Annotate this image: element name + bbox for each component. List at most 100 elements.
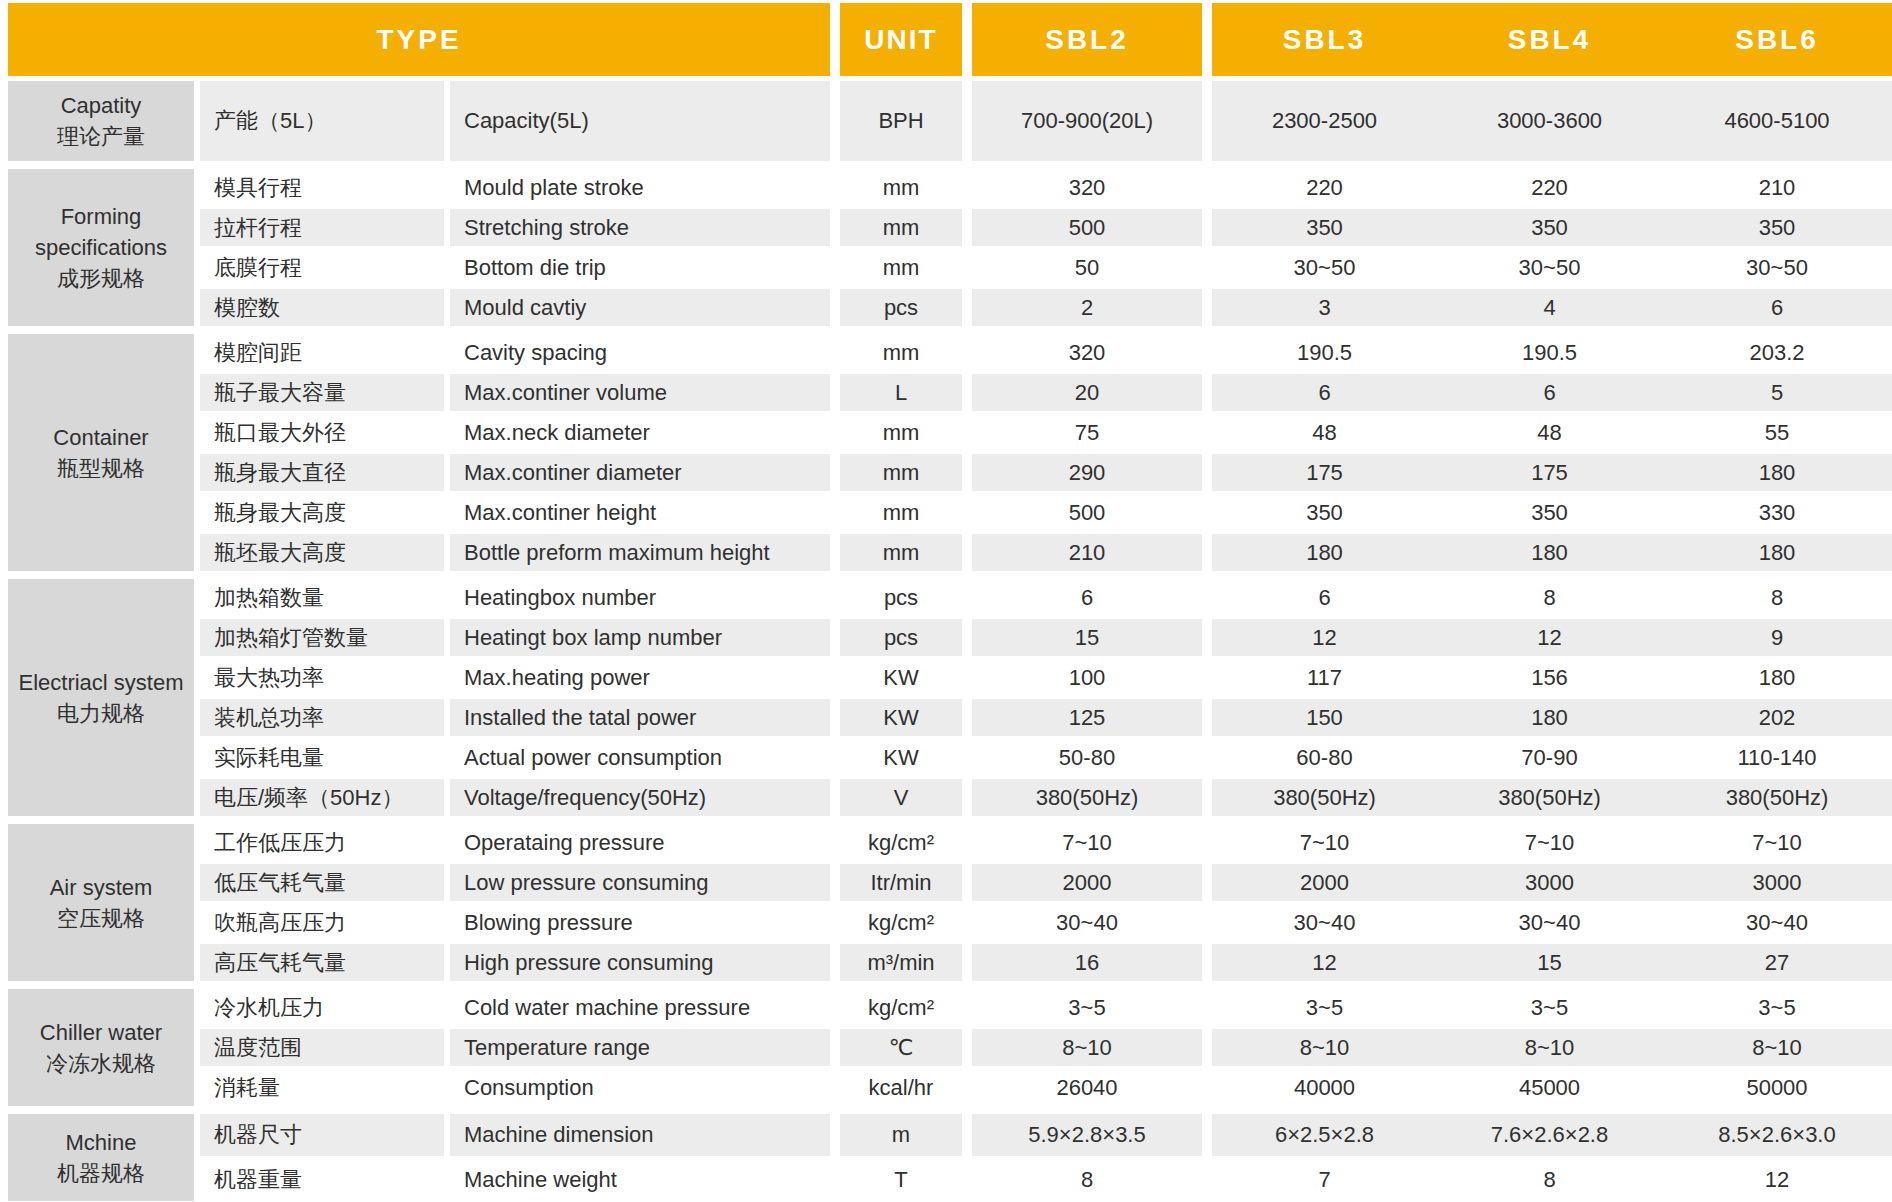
group-label: Electriacl system电力规格 bbox=[8, 579, 194, 816]
row-label-zh: 瓶子最大容量 bbox=[200, 374, 444, 411]
row-value: 190.5 bbox=[1212, 334, 1437, 371]
row-label-en: Blowing pressure bbox=[450, 904, 830, 941]
row-unit: mm bbox=[840, 494, 962, 531]
unit-header: UNIT bbox=[840, 3, 962, 76]
row-unit: mm bbox=[840, 414, 962, 451]
section-electrical: Electriacl system电力规格加热箱数量Heatingbox num… bbox=[0, 579, 1892, 816]
group-label: Forming specifications成形规格 bbox=[8, 169, 194, 326]
row-value: 2 bbox=[972, 289, 1202, 326]
row-label-en: Machine dimension bbox=[450, 1114, 830, 1156]
row-unit: m³/min bbox=[840, 944, 962, 981]
row-value: 320 bbox=[972, 334, 1202, 371]
row-label-zh: 温度范围 bbox=[200, 1029, 444, 1066]
row-label-en: Heatingbox number bbox=[450, 579, 830, 616]
row-label-zh: 瓶身最大直径 bbox=[200, 454, 444, 491]
row-value: 9 bbox=[1662, 619, 1892, 656]
row-value: 7~10 bbox=[1662, 824, 1892, 861]
row-label-en: Max.neck diameter bbox=[450, 414, 830, 451]
row-value: 100 bbox=[972, 659, 1202, 696]
row-unit: L bbox=[840, 374, 962, 411]
section-capacity: Capatity理论产量产能（5L）Capacity(5L)BPH700-900… bbox=[0, 81, 1892, 161]
row-value: 30~50 bbox=[1212, 249, 1437, 286]
row-value: 350 bbox=[1212, 209, 1437, 246]
row-value: 8 bbox=[1437, 579, 1662, 616]
row-value: 30~40 bbox=[972, 904, 1202, 941]
row-value: 220 bbox=[1212, 169, 1437, 206]
row-unit: mm bbox=[840, 454, 962, 491]
row-value: 350 bbox=[1212, 494, 1437, 531]
row-label-en: Mould cavtiy bbox=[450, 289, 830, 326]
row-label-en: Bottom die trip bbox=[450, 249, 830, 286]
row-value: 125 bbox=[972, 699, 1202, 736]
row-unit: KW bbox=[840, 699, 962, 736]
group-label-zh: 电力规格 bbox=[57, 698, 145, 729]
row-label-en: Max.continer volume bbox=[450, 374, 830, 411]
table-header: TYPE UNIT SBL2 SBL3 SBL4 SBL6 bbox=[0, 3, 1892, 76]
row-value: 6 bbox=[972, 579, 1202, 616]
row-value: 3000-3600 bbox=[1437, 81, 1662, 161]
row-value: 180 bbox=[1437, 534, 1662, 571]
group-label-zh: 冷冻水规格 bbox=[46, 1048, 156, 1079]
row-value: 202 bbox=[1662, 699, 1892, 736]
row-value: 27 bbox=[1662, 944, 1892, 981]
row-value: 180 bbox=[1437, 699, 1662, 736]
row-value: 3~5 bbox=[1662, 989, 1892, 1026]
row-label-zh: 高压气耗气量 bbox=[200, 944, 444, 981]
row-value: 5 bbox=[1662, 374, 1892, 411]
row-value: 30~40 bbox=[1662, 904, 1892, 941]
row-value: 2000 bbox=[972, 864, 1202, 901]
row-value: 2300-2500 bbox=[1212, 81, 1437, 161]
row-value: 16 bbox=[972, 944, 1202, 981]
row-value: 180 bbox=[1662, 454, 1892, 491]
row-unit: ℃ bbox=[840, 1029, 962, 1066]
row-value: 290 bbox=[972, 454, 1202, 491]
row-unit: V bbox=[840, 779, 962, 816]
row-unit: pcs bbox=[840, 289, 962, 326]
row-unit: kg/cm² bbox=[840, 904, 962, 941]
row-label-zh: 瓶坯最大高度 bbox=[200, 534, 444, 571]
row-unit: kg/cm² bbox=[840, 824, 962, 861]
row-unit: pcs bbox=[840, 579, 962, 616]
row-label-en: Low pressure consuming bbox=[450, 864, 830, 901]
row-label-en: Cavity spacing bbox=[450, 334, 830, 371]
row-label-en: Mould plate stroke bbox=[450, 169, 830, 206]
row-value: 175 bbox=[1212, 454, 1437, 491]
group-label-zh: 理论产量 bbox=[57, 121, 145, 152]
section-machine: Mchine机器规格机器尺寸Machine dimensionm5.9×2.8×… bbox=[0, 1114, 1892, 1201]
row-label-zh: 瓶口最大外径 bbox=[200, 414, 444, 451]
row-label-zh: 产能（5L） bbox=[200, 81, 444, 161]
section-air: Air system空压规格工作低压压力Operataing pressurek… bbox=[0, 824, 1892, 981]
row-value: 3000 bbox=[1437, 864, 1662, 901]
row-value: 180 bbox=[1662, 534, 1892, 571]
group-label-en: Electriacl system bbox=[18, 667, 183, 698]
row-unit: kg/cm² bbox=[840, 989, 962, 1026]
spec-table-sections: Capatity理论产量产能（5L）Capacity(5L)BPH700-900… bbox=[0, 81, 1892, 1201]
group-label-en: Mchine bbox=[66, 1127, 137, 1158]
group-label-en: Container bbox=[53, 422, 148, 453]
model-header-sbl3: SBL3 bbox=[1212, 3, 1437, 76]
row-value: 150 bbox=[1212, 699, 1437, 736]
row-value: 4 bbox=[1437, 289, 1662, 326]
row-unit: mm bbox=[840, 334, 962, 371]
row-label-en: Actual power consumption bbox=[450, 739, 830, 776]
row-value: 30~50 bbox=[1437, 249, 1662, 286]
row-unit: mm bbox=[840, 534, 962, 571]
group-label: Container瓶型规格 bbox=[8, 334, 194, 571]
row-value: 48 bbox=[1212, 414, 1437, 451]
group-label-zh: 机器规格 bbox=[57, 1158, 145, 1189]
row-unit: Itr/min bbox=[840, 864, 962, 901]
row-label-zh: 吹瓶高压压力 bbox=[200, 904, 444, 941]
row-value: 8 bbox=[1437, 1159, 1662, 1201]
row-value: 7.6×2.6×2.8 bbox=[1437, 1114, 1662, 1156]
row-label-en: Voltage/frequency(50Hz) bbox=[450, 779, 830, 816]
row-value: 15 bbox=[972, 619, 1202, 656]
row-value: 3~5 bbox=[1212, 989, 1437, 1026]
row-value: 70-90 bbox=[1437, 739, 1662, 776]
row-label-zh: 机器重量 bbox=[200, 1159, 444, 1201]
model-header-sbl4: SBL4 bbox=[1437, 3, 1662, 76]
row-value: 6×2.5×2.8 bbox=[1212, 1114, 1437, 1156]
row-value: 380(50Hz) bbox=[1662, 779, 1892, 816]
row-value: 6 bbox=[1437, 374, 1662, 411]
row-value: 40000 bbox=[1212, 1069, 1437, 1106]
row-value: 7~10 bbox=[972, 824, 1202, 861]
